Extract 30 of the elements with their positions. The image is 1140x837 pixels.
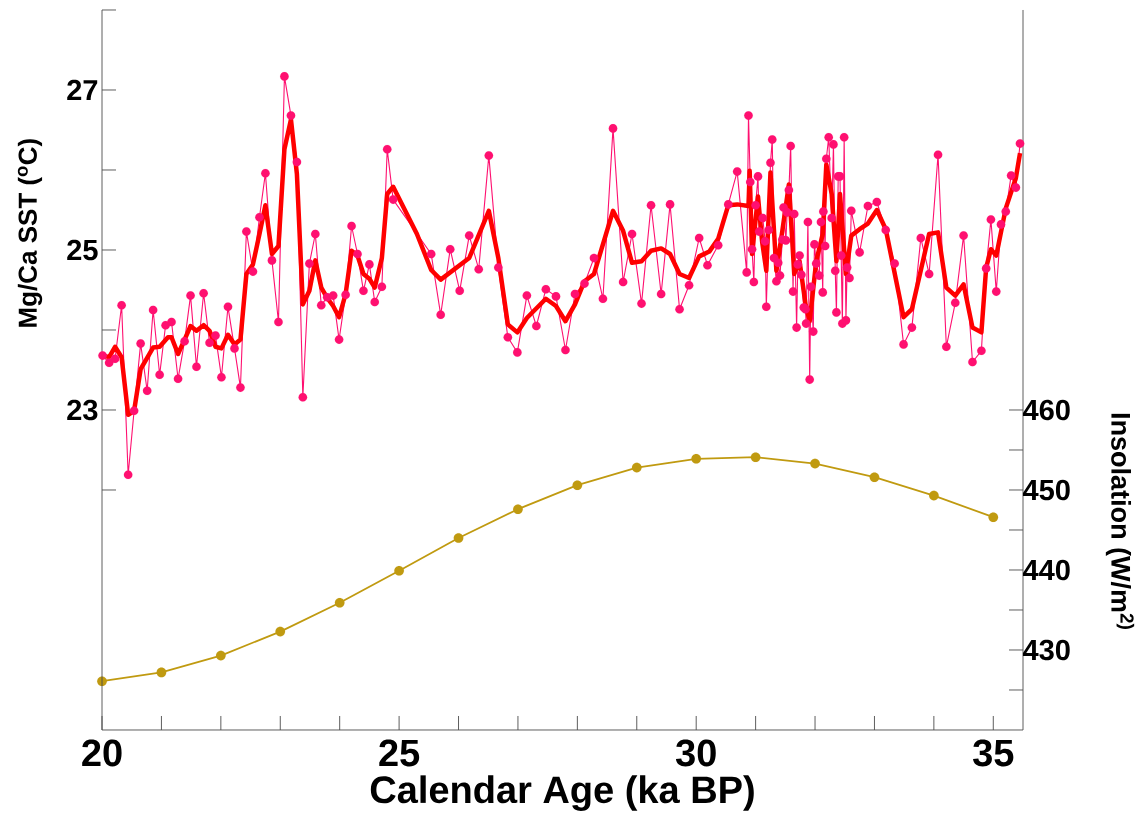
point <box>572 480 583 491</box>
y2-tick-label: 440 <box>1022 559 1070 581</box>
x-tick-label: 30 <box>675 739 716 767</box>
y2-tick-label: 460 <box>1022 399 1070 421</box>
y-axis-title: Mg/Ca SST ($^{o}$C) <box>17 139 43 327</box>
point <box>216 650 226 661</box>
point <box>513 504 523 515</box>
x-axis-title: Calendar Age (ka BP) <box>370 775 754 811</box>
point <box>810 458 820 469</box>
y2-tick-label: 450 <box>1022 479 1070 501</box>
y-tick-label: 25 <box>67 239 98 261</box>
point <box>97 676 107 687</box>
x-tick-label: 25 <box>379 739 420 767</box>
y2-tick-label: 430 <box>1022 639 1070 661</box>
point <box>334 597 345 608</box>
point <box>453 533 464 543</box>
y2-axis-title: Insolation (W/m$^{2)}$ <box>1105 413 1135 629</box>
point <box>988 512 999 523</box>
point <box>929 490 939 501</box>
y-tick-label: 27 <box>67 79 98 101</box>
point <box>394 565 404 576</box>
point <box>275 626 286 637</box>
point <box>156 667 167 678</box>
x-tick-label: 20 <box>82 739 122 767</box>
point <box>750 452 761 463</box>
point <box>631 462 642 473</box>
x-tick-label: 35 <box>973 739 1014 767</box>
point <box>691 453 702 464</box>
y-tick-label: 23 <box>67 399 98 421</box>
point <box>869 472 880 483</box>
